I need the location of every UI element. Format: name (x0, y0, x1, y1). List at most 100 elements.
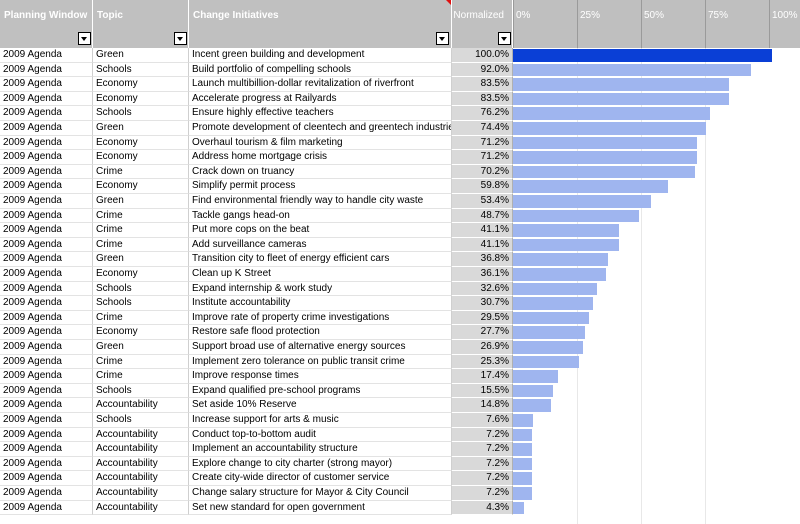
cell-initiative[interactable]: Put more cops on the beat (189, 223, 452, 238)
table-row[interactable]: 2009 Agenda Accountability Implement an ac… (0, 442, 800, 457)
cell-topic[interactable]: Crime (93, 354, 189, 370)
cell-topic[interactable]: Schools (93, 106, 189, 121)
cell-topic[interactable]: Economy (93, 77, 189, 92)
table-row[interactable]: 2009 Agenda Crime Implement zero tolerance… (0, 354, 800, 370)
cell-planning-window[interactable]: 2009 Agenda (0, 164, 93, 180)
cell-planning-window[interactable]: 2009 Agenda (0, 413, 93, 428)
table-row[interactable]: 2009 Agenda Accountability Set aside 10% R… (0, 398, 800, 413)
cell-initiative[interactable]: Set aside 10% Reserve (189, 398, 452, 413)
cell-normalized[interactable]: 53.4% (452, 194, 513, 209)
cell-normalized[interactable]: 36.1% (452, 267, 513, 282)
cell-initiative[interactable]: Build portfolio of compelling schools (189, 62, 452, 78)
cell-planning-window[interactable]: 2009 Agenda (0, 62, 93, 78)
cell-topic[interactable]: Crime (93, 208, 189, 224)
cell-planning-window[interactable]: 2009 Agenda (0, 91, 93, 107)
cell-normalized[interactable]: 71.2% (452, 135, 513, 151)
cell-planning-window[interactable]: 2009 Agenda (0, 252, 93, 267)
cell-normalized[interactable]: 7.6% (452, 413, 513, 428)
filter-dropdown-initiatives[interactable] (436, 32, 449, 45)
cell-topic[interactable]: Economy (93, 179, 189, 194)
cell-initiative[interactable]: Create city-wide director of customer se… (189, 471, 452, 486)
cell-initiative[interactable]: Ensure highly effective teachers (189, 106, 452, 121)
cell-topic[interactable]: Economy (93, 325, 189, 340)
table-row[interactable]: 2009 Agenda Green Support broad use of alt… (0, 340, 800, 355)
table-row[interactable]: 2009 Agenda Crime Put more cops on the bea… (0, 223, 800, 238)
cell-planning-window[interactable]: 2009 Agenda (0, 369, 93, 384)
cell-normalized[interactable]: 7.2% (452, 442, 513, 457)
cell-planning-window[interactable]: 2009 Agenda (0, 442, 93, 457)
cell-planning-window[interactable]: 2009 Agenda (0, 208, 93, 224)
cell-normalized[interactable]: 27.7% (452, 325, 513, 340)
cell-normalized[interactable]: 7.2% (452, 456, 513, 472)
cell-normalized[interactable]: 32.6% (452, 281, 513, 297)
cell-planning-window[interactable]: 2009 Agenda (0, 267, 93, 282)
table-row[interactable]: 2009 Agenda Green Find environmental frien… (0, 194, 800, 209)
table-row[interactable]: 2009 Agenda Economy Overhaul tourism & fil… (0, 135, 800, 151)
cell-initiative[interactable]: Support broad use of alternative energy … (189, 340, 452, 355)
cell-initiative[interactable]: Accelerate progress at Railyards (189, 91, 452, 107)
filter-dropdown-topic[interactable] (174, 32, 187, 45)
cell-topic[interactable]: Crime (93, 164, 189, 180)
cell-planning-window[interactable]: 2009 Agenda (0, 354, 93, 370)
cell-normalized[interactable]: 25.3% (452, 354, 513, 370)
cell-topic[interactable]: Green (93, 48, 189, 63)
cell-normalized[interactable]: 17.4% (452, 369, 513, 384)
cell-topic[interactable]: Schools (93, 413, 189, 428)
cell-normalized[interactable]: 83.5% (452, 91, 513, 107)
cell-initiative[interactable]: Implement an accountability structure (189, 442, 452, 457)
cell-topic[interactable]: Accountability (93, 486, 189, 501)
cell-planning-window[interactable]: 2009 Agenda (0, 398, 93, 413)
table-row[interactable]: 2009 Agenda Economy Launch multibillion-do… (0, 77, 800, 92)
cell-initiative[interactable]: Incent green building and development (189, 48, 452, 63)
table-row[interactable]: 2009 Agenda Schools Ensure highly effectiv… (0, 106, 800, 121)
cell-initiative[interactable]: Tackle gangs head-on (189, 208, 452, 224)
cell-normalized[interactable]: 41.1% (452, 237, 513, 253)
table-row[interactable]: 2009 Agenda Economy Clean up K Street 36.1% (0, 267, 800, 282)
cell-initiative[interactable]: Overhaul tourism & film marketing (189, 135, 452, 151)
cell-initiative[interactable]: Set new standard for open government (189, 500, 452, 516)
cell-planning-window[interactable]: 2009 Agenda (0, 383, 93, 399)
cell-planning-window[interactable]: 2009 Agenda (0, 237, 93, 253)
cell-topic[interactable]: Green (93, 194, 189, 209)
cell-topic[interactable]: Schools (93, 281, 189, 297)
table-row[interactable]: 2009 Agenda Accountability Create city-wid… (0, 471, 800, 486)
cell-topic[interactable]: Economy (93, 91, 189, 107)
cell-normalized[interactable]: 59.8% (452, 179, 513, 194)
table-row[interactable]: 2009 Agenda Green Promote development of c… (0, 121, 800, 136)
table-row[interactable]: 2009 Agenda Green Transition city to fleet… (0, 252, 800, 267)
cell-planning-window[interactable]: 2009 Agenda (0, 77, 93, 92)
table-row[interactable]: 2009 Agenda Schools Expand internship & wo… (0, 281, 800, 297)
cell-initiative[interactable]: Simplify permit process (189, 179, 452, 194)
cell-topic[interactable]: Accountability (93, 427, 189, 443)
cell-normalized[interactable]: 14.8% (452, 398, 513, 413)
table-row[interactable]: 2009 Agenda Crime Improve response times 17… (0, 369, 800, 384)
filter-dropdown-normalized[interactable] (498, 32, 511, 45)
cell-planning-window[interactable]: 2009 Agenda (0, 135, 93, 151)
cell-planning-window[interactable]: 2009 Agenda (0, 121, 93, 136)
cell-normalized[interactable]: 7.2% (452, 427, 513, 443)
cell-initiative[interactable]: Restore safe flood protection (189, 325, 452, 340)
cell-normalized[interactable]: 15.5% (452, 383, 513, 399)
cell-topic[interactable]: Crime (93, 310, 189, 326)
cell-initiative[interactable]: Increase support for arts & music (189, 413, 452, 428)
table-row[interactable]: 2009 Agenda Economy Address home mortgage … (0, 150, 800, 165)
cell-initiative[interactable]: Find environmental friendly way to handl… (189, 194, 452, 209)
cell-topic[interactable]: Economy (93, 135, 189, 151)
cell-topic[interactable]: Green (93, 121, 189, 136)
cell-topic[interactable]: Economy (93, 150, 189, 165)
cell-initiative[interactable]: Explore change to city charter (strong m… (189, 456, 452, 472)
cell-planning-window[interactable]: 2009 Agenda (0, 281, 93, 297)
cell-planning-window[interactable]: 2009 Agenda (0, 340, 93, 355)
cell-initiative[interactable]: Promote development of cleentech and gre… (189, 121, 452, 136)
cell-initiative[interactable]: Address home mortgage crisis (189, 150, 452, 165)
cell-topic[interactable]: Green (93, 340, 189, 355)
table-row[interactable]: 2009 Agenda Crime Tackle gangs head-on 48.7… (0, 208, 800, 224)
cell-planning-window[interactable]: 2009 Agenda (0, 310, 93, 326)
cell-initiative[interactable]: Expand internship & work study (189, 281, 452, 297)
cell-normalized[interactable]: 7.2% (452, 471, 513, 486)
cell-planning-window[interactable]: 2009 Agenda (0, 296, 93, 311)
cell-normalized[interactable]: 41.1% (452, 223, 513, 238)
cell-normalized[interactable]: 4.3% (452, 500, 513, 516)
cell-topic[interactable]: Schools (93, 296, 189, 311)
cell-topic[interactable]: Crime (93, 223, 189, 238)
